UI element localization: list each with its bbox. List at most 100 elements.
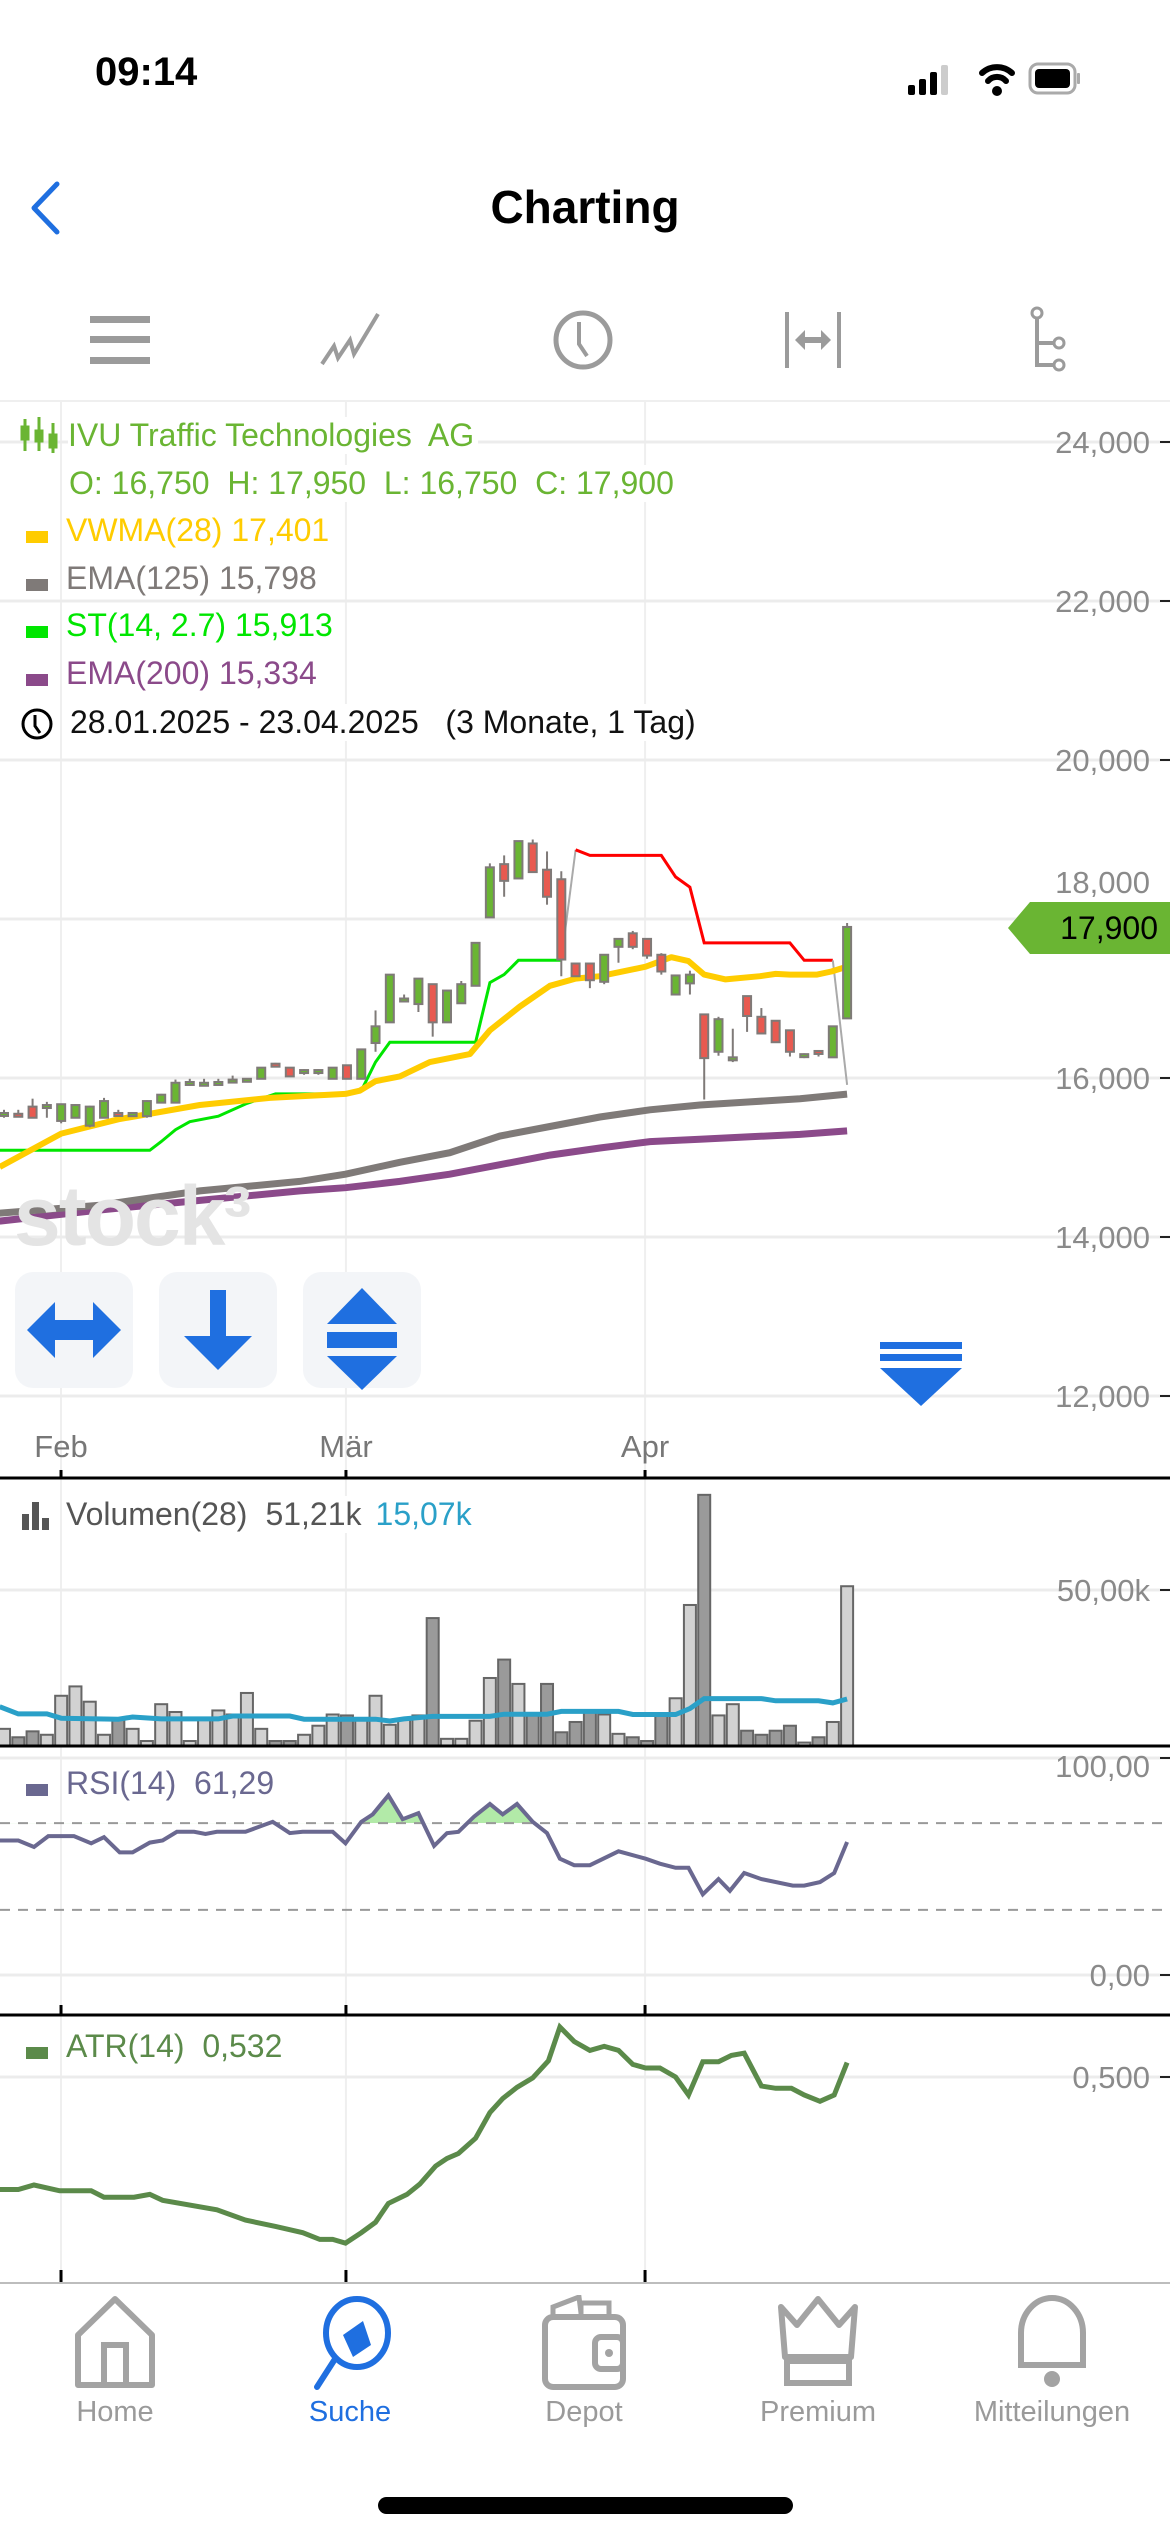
legend-ema125[interactable]: EMA(125) 15,798 bbox=[18, 556, 321, 600]
chart-type-button[interactable] bbox=[310, 300, 390, 380]
legend-atr[interactable]: ATR(14) 0,532 bbox=[18, 2024, 287, 2068]
rsi-label: RSI(14) 61,29 bbox=[66, 1764, 279, 1802]
legend-rsi[interactable]: RSI(14) 61,29 bbox=[18, 1761, 279, 1805]
volume-bar bbox=[282, 1740, 297, 1746]
menu-button[interactable] bbox=[80, 300, 160, 380]
candle bbox=[527, 839, 538, 874]
volume-bar bbox=[811, 1736, 826, 1746]
legend-vwma[interactable]: VWMA(28) 17,401 bbox=[18, 508, 334, 552]
atr-swatch bbox=[26, 2047, 48, 2059]
candle-body bbox=[627, 932, 638, 948]
candle-body bbox=[13, 1112, 24, 1118]
candle bbox=[170, 1079, 181, 1104]
candle-body bbox=[327, 1066, 338, 1080]
st-swatch bbox=[26, 626, 48, 638]
ema125-line bbox=[0, 1090, 848, 1217]
candle-body bbox=[584, 962, 595, 982]
volume-value: 51,21k bbox=[265, 1495, 366, 1533]
candle-body bbox=[99, 1100, 110, 1119]
candle-body bbox=[213, 1080, 224, 1086]
legend-volume[interactable]: Volumen(28) 51,21k 15,07k bbox=[18, 1492, 476, 1536]
candle bbox=[542, 851, 553, 905]
candle-body bbox=[499, 863, 510, 882]
candle-body bbox=[441, 989, 452, 1024]
ohlc-values: O: 16,750 H: 17,950 L: 16,750 C: 17,900 bbox=[69, 464, 678, 502]
tab-mitteilungen[interactable]: Mitteilungen bbox=[935, 2295, 1169, 2429]
candle-body bbox=[556, 878, 567, 961]
candle-body bbox=[727, 1056, 738, 1062]
scroll-down-button[interactable] bbox=[159, 1272, 277, 1388]
candle bbox=[513, 840, 524, 880]
range-icon bbox=[785, 312, 841, 368]
candle-body bbox=[170, 1081, 181, 1104]
tab-suche[interactable]: Suche bbox=[233, 2295, 467, 2429]
candle-body bbox=[27, 1105, 38, 1119]
candle bbox=[742, 995, 753, 1032]
search-icon bbox=[314, 2296, 391, 2390]
bar-chart-icon bbox=[22, 1502, 49, 1530]
bell-icon bbox=[1018, 2295, 1086, 2387]
home-icon bbox=[75, 2296, 155, 2388]
candle bbox=[356, 1048, 367, 1080]
volume-bar bbox=[39, 1733, 54, 1746]
tab-depot[interactable]: Depot bbox=[467, 2295, 701, 2429]
tab-premium[interactable]: Premium bbox=[701, 2295, 935, 2429]
volume-bar bbox=[568, 1720, 583, 1746]
volume-bar bbox=[740, 1729, 755, 1746]
candle-body bbox=[199, 1081, 210, 1087]
volume-bar bbox=[497, 1658, 512, 1746]
volume-bar bbox=[197, 1718, 212, 1746]
candle bbox=[799, 1053, 810, 1059]
candle bbox=[599, 953, 610, 985]
y-tick-label: 18,000 bbox=[1055, 865, 1150, 900]
pan-horizontal-icon bbox=[27, 1302, 121, 1358]
candle bbox=[827, 1025, 838, 1059]
candle bbox=[727, 1028, 738, 1063]
indicators-button[interactable] bbox=[1007, 300, 1087, 380]
line-chart-icon bbox=[320, 312, 380, 366]
candle-body bbox=[41, 1104, 52, 1110]
range-button[interactable] bbox=[773, 300, 853, 380]
ema200-label: EMA(200) 15,334 bbox=[66, 654, 321, 692]
volume-bar bbox=[825, 1720, 840, 1746]
volume-bar bbox=[582, 1710, 597, 1746]
atr-label: ATR(14) 0,532 bbox=[66, 2027, 287, 2065]
tree-icon bbox=[1030, 306, 1066, 372]
collapse-panel-icon[interactable] bbox=[878, 1340, 964, 1408]
candle-body bbox=[770, 1019, 781, 1044]
last-price-tag: 17,900 bbox=[1008, 902, 1170, 954]
volume-bar bbox=[97, 1733, 112, 1746]
back-button[interactable] bbox=[24, 178, 64, 238]
candle bbox=[256, 1066, 267, 1080]
legend-ema200[interactable]: EMA(200) 15,334 bbox=[18, 651, 321, 695]
rsi-panel bbox=[0, 1791, 1170, 1911]
candle-body bbox=[370, 1025, 381, 1045]
menu-icon bbox=[90, 316, 150, 364]
volume-bar bbox=[668, 1697, 683, 1746]
candle bbox=[770, 1019, 781, 1044]
candle bbox=[699, 1013, 710, 1100]
pan-button[interactable] bbox=[15, 1272, 133, 1388]
candle-body bbox=[842, 925, 853, 1020]
legend-supertrend[interactable]: ST(14, 2.7) 15,913 bbox=[18, 603, 337, 647]
volume-bar bbox=[725, 1703, 740, 1746]
candle-body bbox=[684, 973, 695, 985]
tab-home[interactable]: Home bbox=[0, 2295, 232, 2429]
candle-body bbox=[299, 1069, 310, 1075]
candle-body bbox=[399, 997, 410, 1003]
legend-range[interactable]: 28.01.2025 - 23.04.2025 (3 Monate, 1 Tag… bbox=[18, 700, 700, 744]
expand-vertical-button[interactable] bbox=[303, 1272, 421, 1390]
clock-icon bbox=[21, 708, 53, 740]
volume-bar bbox=[139, 1740, 154, 1746]
battery-icon bbox=[1028, 62, 1080, 95]
timeframe-button[interactable] bbox=[543, 300, 623, 380]
y-tick-label: 12,000 bbox=[1055, 1379, 1150, 1414]
chevron-left-icon bbox=[31, 181, 60, 235]
y-tick-label: 22,000 bbox=[1055, 584, 1150, 619]
tab-bar-divider bbox=[0, 2282, 1170, 2284]
legend-instrument[interactable]: IVU Traffic Technologies AG bbox=[18, 413, 479, 457]
candle-body bbox=[599, 953, 610, 983]
candle bbox=[56, 1103, 67, 1124]
candle bbox=[13, 1109, 24, 1118]
